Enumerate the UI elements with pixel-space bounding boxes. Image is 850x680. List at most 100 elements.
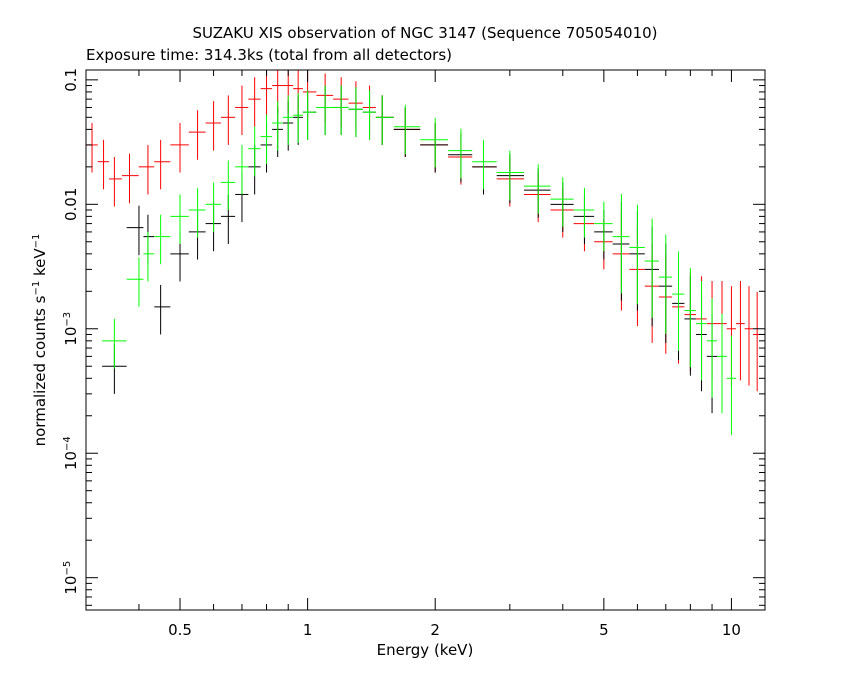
data-point [86,123,98,173]
data-point [420,123,449,173]
y-tick-label: 0.01 [62,188,80,221]
data-point [154,139,171,190]
data-point [316,85,334,136]
plot-frame [85,69,766,611]
series-0 [86,70,765,392]
data-point [448,135,473,185]
data-point [672,251,685,351]
data-point [235,144,249,195]
data-point [644,218,659,318]
data-point [744,286,754,386]
data-point [393,107,421,157]
data-point [629,204,645,305]
data-point [170,194,189,244]
series-2 [102,85,737,436]
data-point [170,123,189,173]
data-point [260,70,273,117]
data-point [333,85,349,136]
x-tick-label: 5 [599,621,609,639]
data-point [260,114,273,165]
y-tick-label: 0.1 [62,68,80,92]
data-point [362,90,376,140]
data-point [393,104,421,155]
data-point [302,90,317,140]
data-point [684,267,696,368]
chart-subtitle: Exposure time: 314.3ks (total from all d… [86,46,452,64]
data-point [726,335,737,436]
x-tick-label: 2 [430,621,440,639]
data-point [302,90,317,140]
axes-layer: 0.5 1 2 5 10 0.1 0.01 10−3 10−4 10−5 [62,68,766,639]
y-axis-label-mid: keV [31,248,49,281]
x-axis-label: Energy (keV) [377,641,474,659]
data-point [143,214,155,265]
data-point [550,182,574,232]
data-point [348,87,363,137]
data-point [375,95,394,145]
data-point [97,139,109,190]
chart-title: SUZAKU XIS observation of NGC 3147 (Sequ… [192,24,657,42]
x-tick-label: 10 [722,621,741,639]
data-point [472,144,497,195]
data-point [573,201,595,252]
y-axis-label-sup2: −1 [31,234,42,249]
series-layer [86,70,765,436]
y-axis-label: normalized counts s−1 keV−1 [31,234,49,447]
data-point [753,291,762,392]
data-point [121,153,139,204]
data-point [205,182,221,232]
data-point [154,284,171,335]
y-tick-label: 10−4 [62,436,80,470]
data-point [248,126,261,177]
data-point [472,144,497,195]
data-point [248,77,261,127]
data-point [143,231,155,282]
data-point [154,214,171,265]
y-axis-label-sup1: −1 [31,281,42,296]
series-1 [102,85,718,414]
data-point [102,318,127,369]
data-point [594,201,613,252]
data-point [550,177,574,227]
data-point [524,168,551,218]
data-point [420,117,449,168]
data-point [375,95,394,145]
data-point [375,95,394,145]
data-point [496,156,525,207]
data-point [496,150,525,201]
data-point [393,107,421,157]
x-tick-label: 0.5 [168,621,192,639]
data-point [612,194,630,294]
x-tick-label: 1 [303,621,313,639]
data-point [573,194,595,244]
data-point [126,257,144,307]
data-point [717,313,727,414]
data-point [235,85,249,136]
y-tick-label: 10−3 [62,312,80,346]
data-point [706,298,718,398]
data-point [138,144,155,195]
data-point [272,101,283,151]
data-point [220,160,236,211]
data-point [420,123,449,173]
data-point [188,110,206,160]
data-point [108,156,122,207]
y-tick-label: 10−5 [62,561,80,595]
data-point [658,234,673,334]
data-point [550,188,574,238]
data-point [448,132,473,183]
data-point [220,95,236,145]
data-point [524,172,551,223]
data-point [735,281,745,381]
data-point [524,164,551,214]
data-point [472,139,497,190]
data-point [573,188,595,238]
y-axis-label-main: normalized counts s [31,295,49,446]
data-point [282,95,294,145]
data-point [188,188,206,238]
data-point [448,128,473,179]
data-point [126,205,144,256]
data-point [205,101,221,151]
data-point [293,93,303,143]
